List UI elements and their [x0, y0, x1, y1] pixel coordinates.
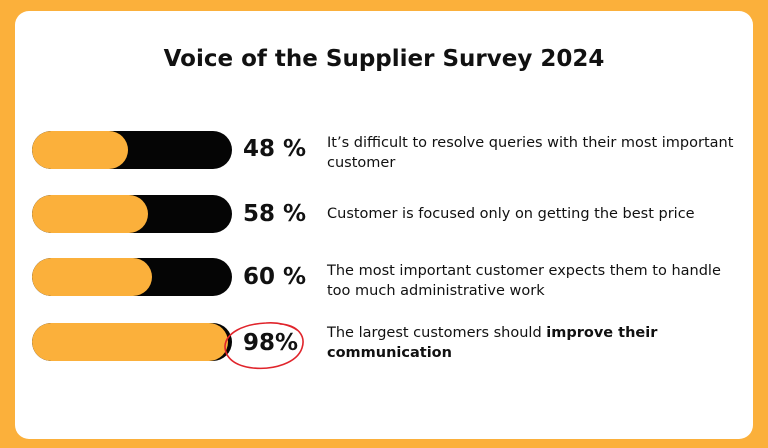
chart-title: Voice of the Supplier Survey 2024 [163, 46, 605, 72]
row-description: It’s difficult to resolve queries with t… [327, 133, 747, 173]
progress-bar-fill [32, 131, 128, 169]
survey-row: 58 % Customer is focused only on getting… [0, 195, 768, 255]
percent-label: 60 % [243, 264, 307, 290]
percent-label: 58 % [243, 201, 307, 227]
progress-bar-fill [32, 258, 152, 296]
progress-bar-fill [32, 323, 228, 361]
row-description: The most important customer expects them… [327, 261, 747, 301]
progress-bar-track [32, 323, 232, 361]
survey-row: 48 % It’s difficult to resolve queries w… [0, 130, 768, 190]
row-description-text: Customer is focused only on getting the … [327, 206, 695, 222]
row-description: The largest customers should improve the… [327, 323, 747, 363]
progress-bar-track [32, 131, 232, 169]
row-description-text: It’s difficult to resolve queries with t… [327, 135, 734, 171]
row-description-text: The most important customer expects them… [327, 263, 721, 299]
row-description-emphasis: improve their communication [327, 325, 658, 361]
row-description: Customer is focused only on getting the … [327, 204, 747, 224]
survey-row: 98% The largest customers should improve… [0, 322, 768, 382]
row-description-text: The largest customers should [327, 325, 547, 341]
progress-bar-track [32, 258, 232, 296]
survey-row: 60 % The most important customer expects… [0, 258, 768, 318]
percent-label: 98% [243, 330, 299, 356]
progress-bar-track [32, 195, 232, 233]
percent-label: 48 % [243, 136, 307, 162]
progress-bar-fill [32, 195, 148, 233]
